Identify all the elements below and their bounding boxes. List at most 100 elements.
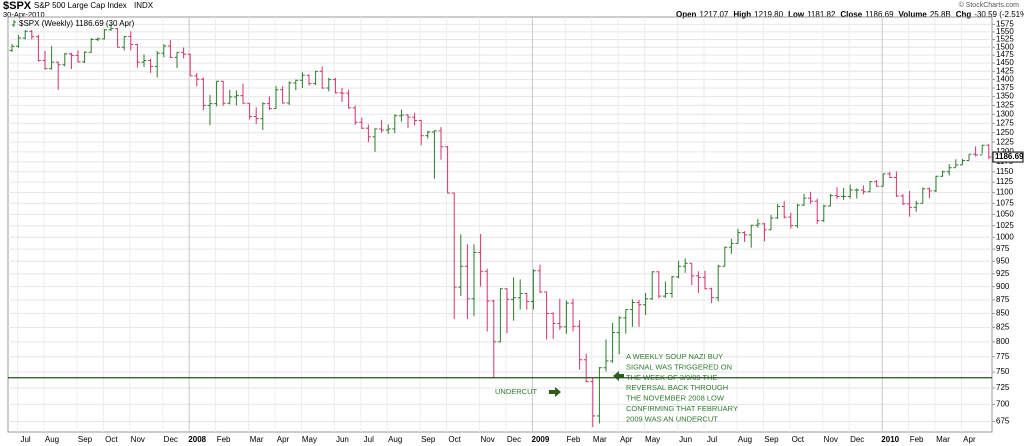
x-tick-label: Jun — [679, 435, 692, 444]
quote-label: High — [733, 10, 751, 19]
quote-value: 1219.80 — [754, 10, 783, 19]
x-tick-label: Nov — [824, 435, 838, 444]
quote-label: Volume — [899, 10, 928, 19]
x-tick-label: Sep — [421, 435, 436, 444]
note-line: 2009 WAS AN UNDERCUT — [626, 414, 718, 423]
y-tick-label: 700 — [996, 400, 1010, 409]
x-tick-label: Feb — [217, 435, 231, 444]
y-tick-label: 775 — [996, 352, 1010, 361]
x-tick-label: Apr — [620, 435, 633, 444]
grid: 675 700 725 750 775 800 825 850 875 900 925 950 975 1… — [8, 17, 1014, 444]
y-tick-label: 800 — [996, 337, 1010, 346]
x-tick-label: Jun — [336, 435, 349, 444]
y-tick-label: 900 — [996, 282, 1010, 291]
chart-date: 30-Apr-2010 — [3, 10, 45, 19]
x-tick-label: 2010 — [881, 435, 899, 444]
annotation-undercut: UNDERCUT — [495, 387, 538, 396]
y-tick-label: 925 — [996, 269, 1010, 278]
quote-label: Low — [788, 10, 805, 19]
y-tick-label: 675 — [996, 417, 1010, 426]
y-tick-label: 1050 — [996, 210, 1014, 219]
quote-label: Close — [840, 10, 862, 19]
y-tick-label: 1125 — [996, 177, 1014, 186]
x-tick-label: Feb — [910, 435, 924, 444]
x-tick-label: Mar — [593, 435, 607, 444]
y-tick-label: 1250 — [996, 128, 1014, 137]
x-tick-label: 2008 — [188, 435, 206, 444]
quote-label: Chg — [956, 10, 972, 19]
quote-value: 1186.69 — [865, 10, 894, 19]
y-tick-label: 1525 — [996, 35, 1014, 44]
x-tick-label: Sep — [764, 435, 779, 444]
y-tick-label: 1575 — [996, 19, 1014, 28]
y-tick-label: 1325 — [996, 100, 1014, 109]
x-tick-label: Aug — [388, 435, 402, 444]
y-tick-label: 1300 — [996, 109, 1014, 118]
x-tick-label: Jul — [364, 435, 374, 444]
x-tick-label: Nov — [480, 435, 494, 444]
quote-label: Open — [676, 10, 697, 19]
bars — [9, 24, 992, 428]
y-tick-label: 875 — [996, 295, 1010, 304]
y-tick-label: 1350 — [996, 92, 1014, 101]
x-tick-label: Dec — [164, 435, 178, 444]
y-tick-label: 850 — [996, 309, 1010, 318]
y-tick-label: 825 — [996, 323, 1010, 332]
x-tick-label: Sep — [78, 435, 93, 444]
note-line: A WEEKLY SOUP NAZI BUY — [626, 352, 723, 361]
x-tick-label: Oct — [792, 435, 805, 444]
x-tick-label: Mar — [936, 435, 950, 444]
y-tick-label: 1150 — [996, 167, 1014, 176]
quote: Open 1217.07 High 1219.80 Low 1181.82 Close 118… — [676, 10, 1024, 19]
x-tick-label: May — [302, 435, 317, 444]
y-tick-label: 1200 — [996, 147, 1014, 156]
plot-frame — [7, 16, 993, 433]
arrow-left — [613, 371, 624, 381]
y-tick-label: 1450 — [996, 58, 1014, 67]
y-tick-label: 1275 — [996, 119, 1014, 128]
y-tick-label: 1375 — [996, 83, 1014, 92]
quote-value: 25.8B — [930, 10, 951, 19]
x-tick-label: Apr — [277, 435, 290, 444]
chart-title: $SPX — [3, 0, 32, 12]
x-tick-label: Feb — [567, 435, 581, 444]
x-tick-label: Apr — [963, 435, 976, 444]
price-label: 1186.69 — [995, 152, 1024, 161]
y-tick-label: 1075 — [996, 198, 1014, 207]
x-tick-label: Jul — [707, 435, 717, 444]
legend-text: $SPX (Weekly) 1186.69 (30 Apr) — [19, 19, 135, 28]
y-tick-label: 750 — [996, 367, 1010, 376]
y-tick-label: 1000 — [996, 232, 1014, 241]
x-tick-label: Dec — [850, 435, 864, 444]
y-tick-label: 950 — [996, 256, 1010, 265]
x-tick-label: Oct — [448, 435, 461, 444]
arrow-right — [549, 387, 561, 397]
x-tick-label: Aug — [738, 435, 752, 444]
y-tick-label: 1400 — [996, 75, 1014, 84]
y-tick-label: 725 — [996, 383, 1010, 392]
x-tick-label: Jul — [20, 435, 30, 444]
note-line: REVERSAL BACK THROUGH — [626, 383, 728, 392]
chart-subtitle: S&P 500 Large Cap Index — [34, 1, 127, 10]
x-tick-label: Mar — [250, 435, 264, 444]
note-line: SIGNAL WAS TRIGGERED ON — [626, 362, 732, 371]
y-tick-label: 1475 — [996, 50, 1014, 59]
x-tick-label: 2009 — [532, 435, 550, 444]
y-tick-label: 1225 — [996, 137, 1014, 146]
exchange: INDX — [134, 1, 154, 10]
y-tick-label: 1025 — [996, 221, 1014, 230]
y-tick-label: 1500 — [996, 42, 1014, 51]
price-box — [992, 151, 1024, 163]
note-line: CONFIRMING THAT FEBRUARY — [626, 404, 738, 413]
y-tick-label: 1550 — [996, 27, 1014, 36]
x-tick-label: Dec — [507, 435, 521, 444]
y-tick-label: 975 — [996, 244, 1010, 253]
source: © StockCharts.com — [959, 1, 1020, 9]
quote-value: 1217.07 — [699, 10, 728, 19]
quote-value: -30.59 (-2.51%) — [974, 10, 1024, 19]
y-tick-label: 1100 — [996, 188, 1014, 197]
x-tick-label: Aug — [45, 435, 59, 444]
x-tick-label: Nov — [131, 435, 145, 444]
